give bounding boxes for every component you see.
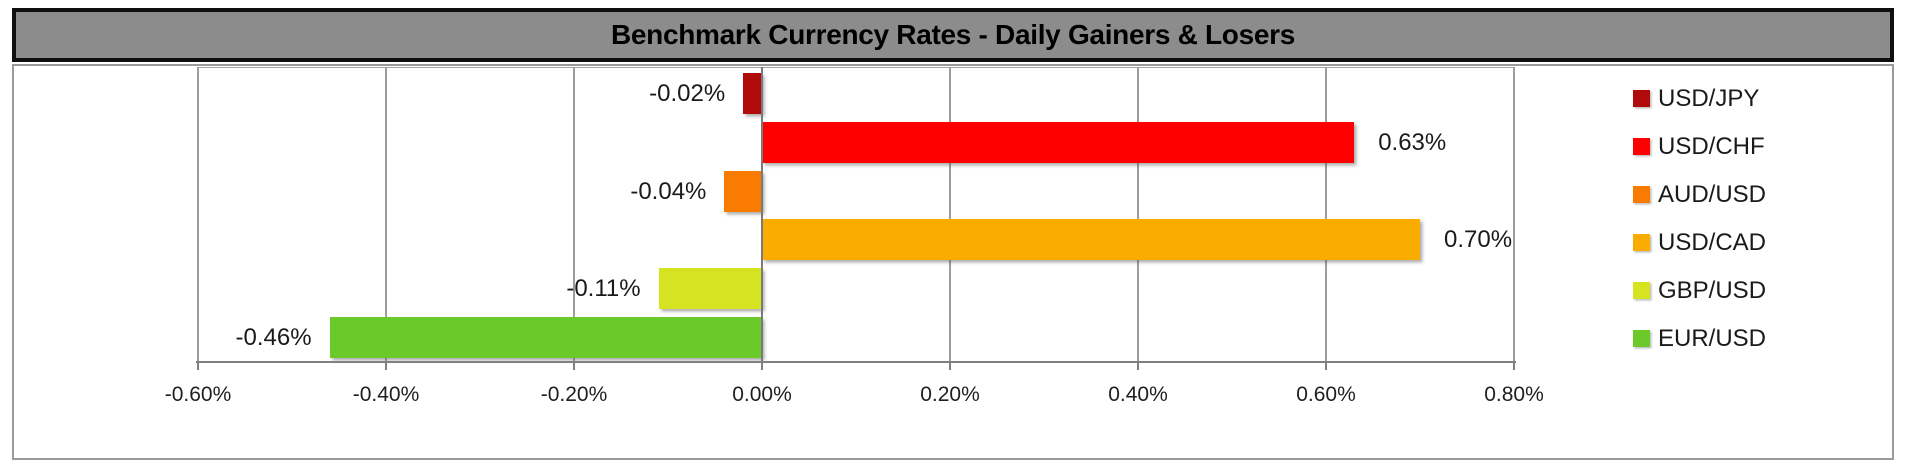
- bar-usd-cad: [762, 219, 1420, 260]
- legend-label-usd-chf: USD/CHF: [1658, 133, 1765, 160]
- chart-title-bar: Benchmark Currency Rates - Daily Gainers…: [12, 8, 1894, 62]
- chart-title: Benchmark Currency Rates - Daily Gainers…: [610, 19, 1296, 50]
- legend-swatch-eur-usd: [1633, 330, 1650, 347]
- x-tick-label: 0.40%: [1108, 383, 1168, 406]
- axis-tick-mark: [761, 362, 763, 370]
- legend-label-gbp-usd: GBP/USD: [1658, 277, 1767, 304]
- x-tick-label: -0.60%: [164, 383, 232, 406]
- legend-label-usd-jpy: USD/JPY: [1658, 85, 1760, 112]
- gridline: [573, 67, 575, 362]
- legend-swatch-gbp-usd: [1633, 282, 1650, 299]
- gridline: [1325, 67, 1327, 362]
- bar-value-label-usd-jpy: -0.02%: [649, 80, 726, 107]
- gridline: [385, 67, 387, 362]
- x-tick-label: -0.40%: [352, 383, 420, 406]
- legend-swatch-usd-chf: [1633, 138, 1650, 155]
- gridline: [1513, 67, 1515, 362]
- x-tick-label: 0.60%: [1296, 383, 1356, 406]
- axis-tick-mark: [1137, 362, 1139, 370]
- gridline: [1137, 67, 1139, 362]
- axis-tick-mark: [573, 362, 575, 370]
- axis-tick-mark: [197, 362, 199, 370]
- bar-value-label-aud-usd: -0.04%: [630, 178, 707, 205]
- legend-label-usd-cad: USD/CAD: [1658, 229, 1767, 256]
- legend-label-aud-usd: AUD/USD: [1658, 181, 1767, 208]
- x-axis-line: [196, 361, 1516, 363]
- axis-tick-mark: [385, 362, 387, 370]
- axis-tick-mark: [949, 362, 951, 370]
- zero-axis-line: [761, 67, 763, 362]
- legend-swatch-aud-usd: [1633, 186, 1650, 203]
- bar-value-label-gbp-usd: -0.11%: [566, 275, 641, 302]
- bar-eur-usd: [329, 317, 762, 358]
- bar-gbp-usd: [658, 268, 762, 309]
- legend-swatch-usd-jpy: [1633, 90, 1650, 107]
- legend-label-eur-usd: EUR/USD: [1658, 325, 1767, 352]
- bar-usd-jpy: [743, 73, 762, 114]
- gridline: [949, 67, 951, 362]
- bar-value-label-usd-cad: 0.70%: [1444, 226, 1513, 253]
- x-tick-label: -0.20%: [540, 383, 608, 406]
- axis-tick-mark: [1513, 362, 1515, 370]
- bar-usd-chf: [762, 122, 1355, 163]
- gridline: [197, 67, 199, 362]
- x-tick-label: 0.00%: [732, 383, 792, 406]
- plot-area-top-border: [198, 67, 1514, 68]
- bar-aud-usd: [724, 171, 762, 212]
- legend-swatch-usd-cad: [1633, 234, 1650, 251]
- x-tick-label: 0.20%: [920, 383, 980, 406]
- bar-value-label-usd-chf: 0.63%: [1378, 129, 1447, 156]
- axis-tick-mark: [1325, 362, 1327, 370]
- x-tick-label: 0.80%: [1484, 383, 1544, 406]
- bar-value-label-eur-usd: -0.46%: [235, 324, 312, 351]
